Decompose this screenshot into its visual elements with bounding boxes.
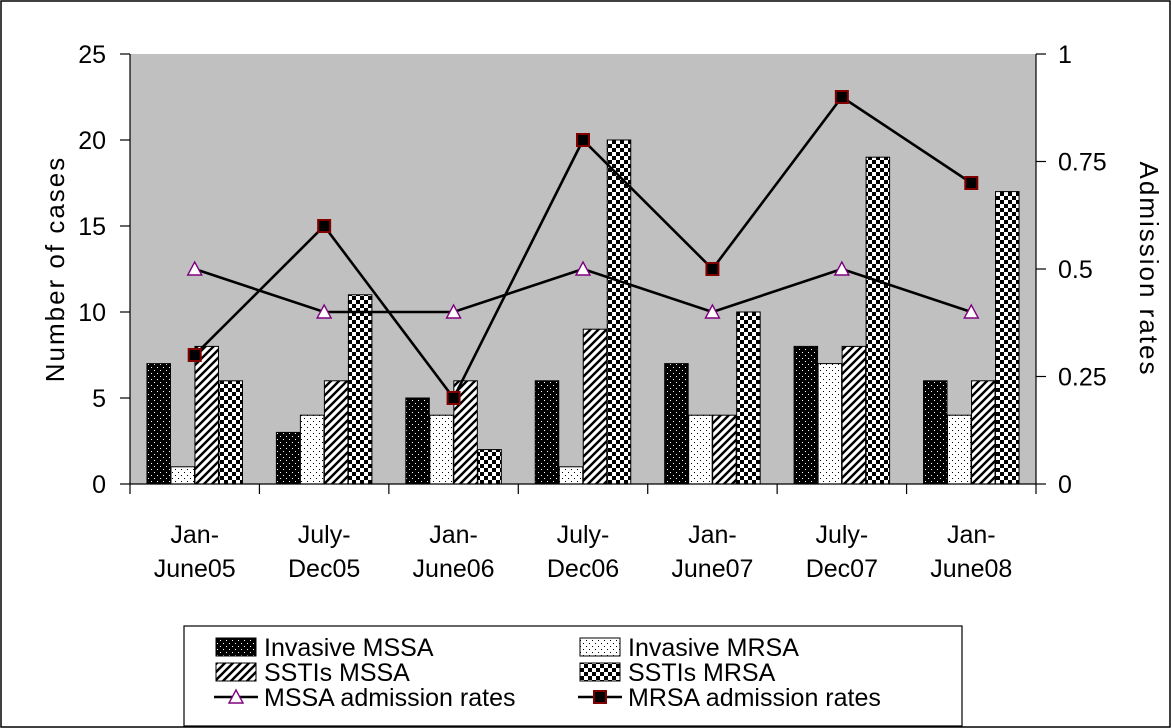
y-tick-label: 0 (92, 471, 106, 499)
y-tick-label: 25 (78, 41, 106, 69)
square-marker (964, 176, 979, 190)
y2-axis-label: Admission rates (1134, 162, 1164, 377)
bar (323, 380, 349, 485)
triangle-marker (833, 260, 851, 276)
y2-tick-label: 0 (1058, 471, 1072, 499)
bar (995, 191, 1020, 485)
bar (923, 380, 948, 485)
legend: Invasive MSSA Invasive MRSA SSTIs MSSA SSTI… (183, 625, 963, 727)
bar (275, 431, 301, 485)
y-tick-label: 20 (78, 127, 106, 155)
square-marker (187, 348, 202, 362)
square-marker (317, 219, 332, 233)
square-marker (576, 133, 590, 147)
x-tick-label: June07 (671, 555, 753, 583)
triangle-marker (704, 303, 721, 319)
bar (736, 311, 761, 485)
x-tick-label: July- (815, 521, 868, 549)
bar (477, 449, 502, 485)
legend-triangle-marker (227, 688, 245, 704)
legend-label: MSSA admission rates (264, 684, 516, 712)
legend-swatch (579, 637, 621, 657)
legend-items: Invasive MSSA Invasive MRSA SSTIs MSSA SSTI… (214, 634, 881, 712)
x-tick-label: Jan- (429, 521, 478, 549)
triangle-marker (186, 260, 203, 276)
bar (170, 466, 195, 485)
y2-tick-label: 0.5 (1058, 256, 1093, 284)
y2-tick-label: 1 (1058, 41, 1072, 69)
bar (429, 414, 454, 485)
bar (146, 363, 171, 485)
bar (582, 328, 608, 485)
x-tick-label: July- (298, 521, 351, 549)
legend-label: Invasive MRSA (628, 634, 799, 662)
legend-box (183, 625, 963, 727)
bar (865, 156, 891, 485)
triangle-marker (315, 303, 333, 319)
triangle-marker (963, 303, 980, 319)
y-tick-label: 5 (92, 385, 106, 413)
y-tick-label: 10 (78, 299, 106, 327)
legend-swatch (215, 662, 257, 682)
bar (606, 139, 632, 485)
triangle-marker (574, 260, 592, 276)
bar (405, 397, 430, 485)
bar (299, 414, 325, 485)
x-tick-label: Dec07 (806, 555, 878, 583)
bar (347, 294, 373, 485)
bar (218, 380, 243, 485)
y-tick-label: 15 (78, 213, 106, 241)
square-marker (705, 262, 720, 276)
bar (971, 380, 996, 485)
square-marker (834, 90, 849, 104)
legend-square-marker (593, 690, 607, 704)
legend-swatch (215, 637, 257, 657)
x-tick-label: June05 (154, 555, 236, 583)
bar (664, 363, 689, 485)
series-lines (186, 90, 980, 405)
axis-ticks: 0 5 10 15 20 25 0 0.25 0.5 0.75 1 Jan- June05 July- De… (78, 41, 1106, 583)
legend-swatch (579, 662, 621, 682)
x-tick-label: July- (557, 521, 610, 549)
legend-label: Invasive MSSA (264, 634, 434, 662)
legend-label: SSTIs MRSA (628, 659, 776, 687)
legend-label: SSTIs MSSA (264, 659, 410, 687)
bar (793, 345, 819, 485)
bar (534, 380, 560, 485)
triangle-marker (445, 303, 462, 319)
bar (558, 466, 584, 485)
bar (712, 414, 737, 485)
x-tick-label: June06 (413, 555, 495, 583)
bar (841, 345, 867, 485)
x-tick-label: June08 (930, 555, 1012, 583)
x-tick-label: Jan- (947, 521, 996, 549)
x-tick-label: Jan- (170, 521, 219, 549)
square-marker (446, 391, 461, 405)
axes (129, 54, 1037, 485)
x-tick-label: Dec06 (547, 555, 619, 583)
legend-label: MRSA admission rates (628, 684, 881, 712)
bar (688, 414, 713, 485)
y2-tick-label: 0.75 (1058, 149, 1107, 177)
bar (194, 345, 219, 485)
x-tick-label: Dec05 (288, 555, 360, 583)
x-tick-label: Jan- (688, 521, 737, 549)
y-axis-label: Number of cases (40, 156, 70, 383)
bar (947, 414, 972, 485)
y2-tick-label: 0.25 (1058, 364, 1107, 392)
bar (817, 363, 843, 485)
